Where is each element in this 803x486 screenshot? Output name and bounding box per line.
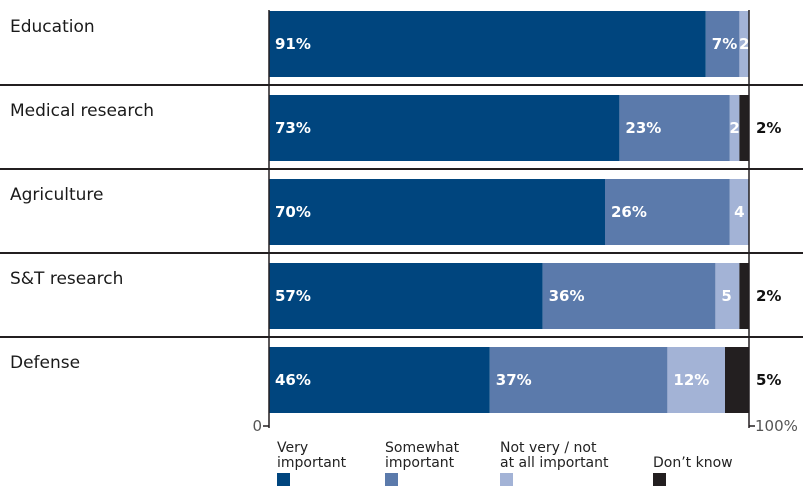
axis-min-label: 0 [252,417,262,435]
bar-value-label: 57% [275,287,311,305]
legend-label: Somewhat [385,440,460,456]
bar-value-label: 12% [673,371,709,389]
legend-swatch [385,473,398,486]
bar-segment [269,179,605,245]
bar-segment [739,95,749,161]
bar-segment [269,11,706,77]
legend-swatch [500,473,513,486]
legend-swatch [653,473,666,486]
category-label: Defense [10,353,80,373]
category-label: S&T research [10,269,123,289]
bar-value-label: 70% [275,203,311,221]
axis-max-label: 100% [755,417,798,435]
bar-segment [725,347,749,413]
legend-label: Very [277,440,308,456]
legend-swatch [277,473,290,486]
bar-value-label: 46% [275,371,311,389]
bar-value-label: 91% [275,35,311,53]
bar-value-label: 36% [549,287,585,305]
legend-label: at all important [500,455,609,471]
outside-value-label: 5% [756,371,781,389]
category-label: Agriculture [10,185,104,205]
bar-value-label: 73% [275,119,311,137]
bar-value-label: 23% [625,119,661,137]
bar-value-label: 26% [611,203,647,221]
bar-value-label: 2 [739,35,749,53]
bar-value-label: 4 [734,203,744,221]
legend-label: Don’t know [653,455,733,471]
bar-value-label: 37% [496,371,532,389]
legend-label: important [277,455,347,471]
category-label: Education [10,17,95,37]
category-label: Medical research [10,101,154,121]
bar-value-label: 2 [729,119,739,137]
legend-label: Not very / not [500,440,597,456]
outside-value-label: 2% [756,119,781,137]
outside-value-label: 2% [756,287,781,305]
bar-segment [739,263,749,329]
bar-value-label: 5 [721,287,731,305]
bar-value-label: 7% [712,35,737,53]
legend-label: important [385,455,455,471]
bar-segment [269,95,619,161]
